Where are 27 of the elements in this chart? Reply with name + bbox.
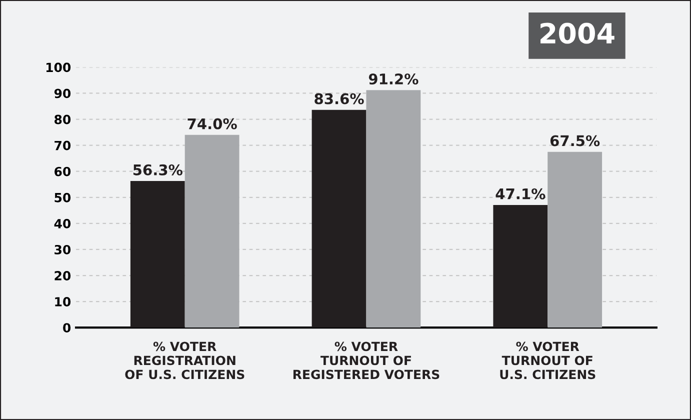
y-tick-label: 90 xyxy=(54,88,71,98)
chart-title: 2004 xyxy=(540,22,614,44)
y-tick-label: 80 xyxy=(54,114,71,124)
y-tick-label: 10 xyxy=(55,297,71,306)
x-tick-label: % VOTER REGISTRATION OF U.S. CITIZENS xyxy=(125,342,244,380)
x-tick-label: % VOTER TURNOUT OF U.S. CITIZENS xyxy=(500,342,596,380)
bar xyxy=(130,180,185,328)
bar xyxy=(312,110,366,328)
y-tick-label: 100 xyxy=(46,62,71,72)
y-tick-label: 0 xyxy=(63,323,71,333)
data-label: 67.5% xyxy=(550,135,600,146)
data-label: 47.1% xyxy=(496,188,546,200)
bar xyxy=(548,152,602,328)
data-label: 56.3% xyxy=(133,164,182,176)
bar xyxy=(184,134,240,328)
y-tick-label: 20 xyxy=(54,270,71,280)
data-label: 91.2% xyxy=(368,73,418,85)
y-tick-label: 40 xyxy=(54,218,71,228)
y-tick-label: 50 xyxy=(54,192,71,202)
y-tick-label: 70 xyxy=(54,140,71,150)
y-tick-label: 30 xyxy=(54,244,71,254)
x-tick-label: % VOTER TURNOUT OF REGISTERED VOTERS xyxy=(293,342,440,380)
bar xyxy=(366,90,421,328)
y-tick-label: 60 xyxy=(54,166,71,176)
bar xyxy=(493,204,548,328)
data-label: 83.6% xyxy=(314,93,364,104)
data-label: 74.0% xyxy=(188,118,237,130)
